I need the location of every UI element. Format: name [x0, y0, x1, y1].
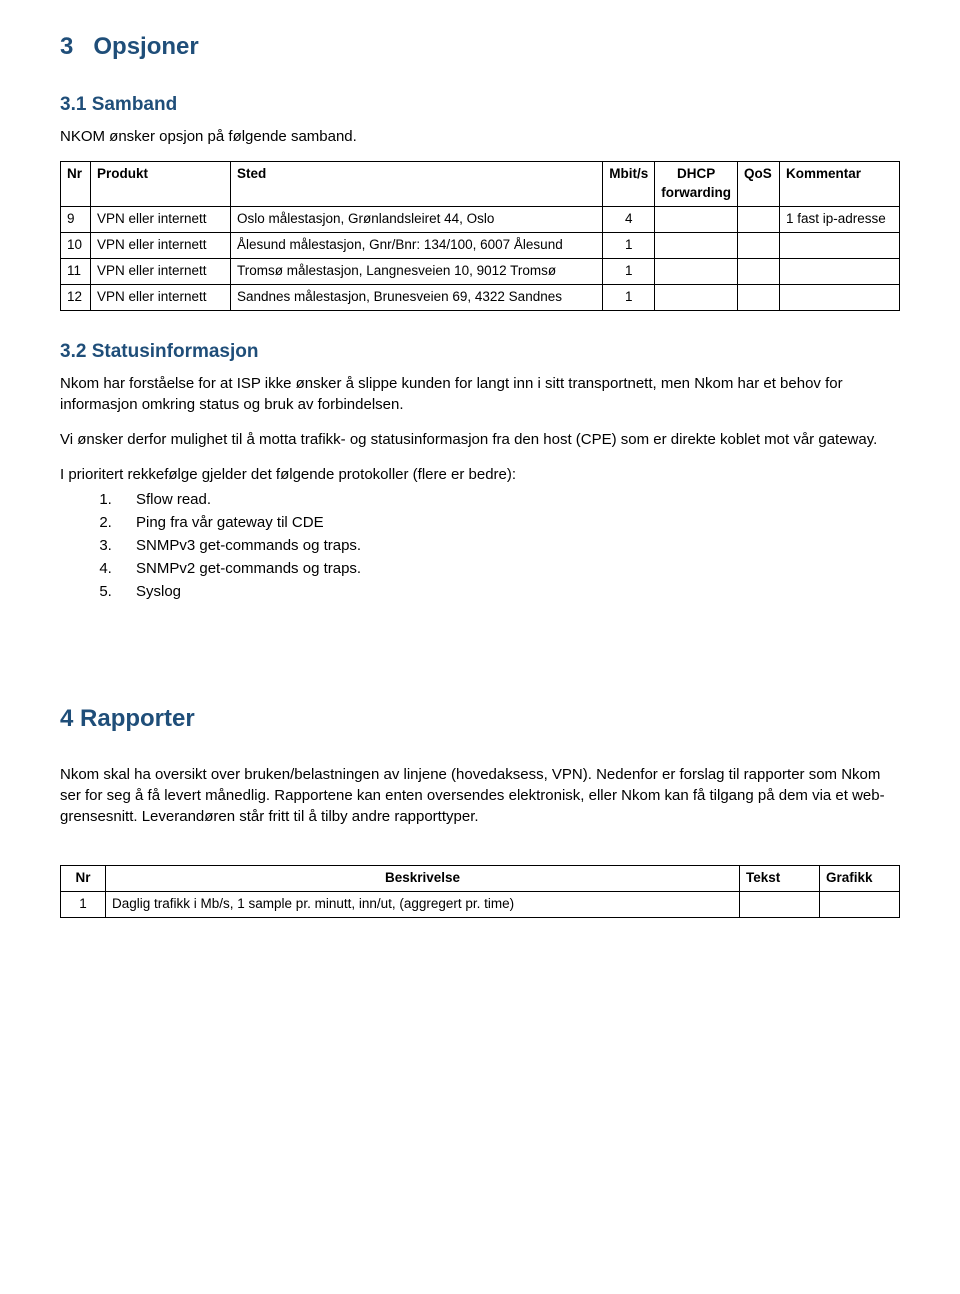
cell-sted: Sandnes målestasjon, Brunesveien 69, 432…	[231, 284, 603, 310]
table-row: 12VPN eller internettSandnes målestasjon…	[61, 284, 900, 310]
cell-qos	[738, 232, 780, 258]
subsection-3-2-p1: Nkom har forståelse for at ISP ikke ønsk…	[60, 373, 900, 415]
th-mbits: Mbit/s	[603, 162, 655, 207]
cell-qos	[738, 206, 780, 232]
section-4-p1: Nkom skal ha oversikt over bruken/belast…	[60, 764, 900, 827]
cell-nr: 9	[61, 206, 91, 232]
th-sted: Sted	[231, 162, 603, 207]
th-kommentar: Kommentar	[780, 162, 900, 207]
th-qos: QoS	[738, 162, 780, 207]
th-tekst: Tekst	[740, 865, 820, 891]
protocol-item: SNMPv2 get-commands og traps.	[116, 558, 900, 579]
section-3-heading: 3 Opsjoner	[60, 30, 900, 64]
section-3-title: Opsjoner	[93, 33, 198, 60]
cell-produkt: VPN eller internett	[91, 258, 231, 284]
th-dhcp: DHCP forwarding	[655, 162, 738, 207]
th-nr: Nr	[61, 162, 91, 207]
section-3-number: 3	[60, 33, 73, 60]
table-row: 9VPN eller internettOslo målestasjon, Gr…	[61, 206, 900, 232]
cell-kommentar	[780, 232, 900, 258]
cell-nr: 10	[61, 232, 91, 258]
cell-produkt: VPN eller internett	[91, 206, 231, 232]
cell-kommentar	[780, 284, 900, 310]
cell-mbits: 1	[603, 232, 655, 258]
samband-table: Nr Produkt Sted Mbit/s DHCP forwarding Q…	[60, 161, 900, 310]
cell-dhcp	[655, 206, 738, 232]
cell-kommentar: 1 fast ip-adresse	[780, 206, 900, 232]
cell-sted: Tromsø målestasjon, Langnesveien 10, 901…	[231, 258, 603, 284]
table-row: 10VPN eller internettÅlesund målestasjon…	[61, 232, 900, 258]
cell-grafikk	[820, 891, 900, 917]
cell-tekst	[740, 891, 820, 917]
cell-dhcp	[655, 232, 738, 258]
cell-sted: Oslo målestasjon, Grønlandsleiret 44, Os…	[231, 206, 603, 232]
cell-dhcp	[655, 258, 738, 284]
subsection-3-1-heading: 3.1 Samband	[60, 92, 900, 119]
protocol-item: Ping fra vår gateway til CDE	[116, 512, 900, 533]
cell-mbits: 4	[603, 206, 655, 232]
protocol-item: SNMPv3 get-commands og traps.	[116, 535, 900, 556]
table-row: 1Daglig trafikk i Mb/s, 1 sample pr. min…	[61, 891, 900, 917]
cell-produkt: VPN eller internett	[91, 232, 231, 258]
cell-nr: 12	[61, 284, 91, 310]
rapporter-table: Nr Beskrivelse Tekst Grafikk 1Daglig tra…	[60, 865, 900, 918]
cell-mbits: 1	[603, 258, 655, 284]
cell-qos	[738, 258, 780, 284]
section-4-heading: 4 Rapporter	[60, 702, 900, 736]
cell-qos	[738, 284, 780, 310]
th-grafikk: Grafikk	[820, 865, 900, 891]
table-header-row: Nr Produkt Sted Mbit/s DHCP forwarding Q…	[61, 162, 900, 207]
protocol-item: Sflow read.	[116, 489, 900, 510]
th-nr: Nr	[61, 865, 106, 891]
subsection-3-2-heading: 3.2 Statusinformasjon	[60, 339, 900, 366]
cell-nr: 11	[61, 258, 91, 284]
table-header-row: Nr Beskrivelse Tekst Grafikk	[61, 865, 900, 891]
subsection-3-2-p3: I prioritert rekkefølge gjelder det følg…	[60, 464, 900, 485]
subsection-3-2-p2: Vi ønsker derfor mulighet til å motta tr…	[60, 429, 900, 450]
th-beskrivelse: Beskrivelse	[106, 865, 740, 891]
table-row: 11VPN eller internettTromsø målestasjon,…	[61, 258, 900, 284]
cell-kommentar	[780, 258, 900, 284]
th-produkt: Produkt	[91, 162, 231, 207]
cell-sted: Ålesund målestasjon, Gnr/Bnr: 134/100, 6…	[231, 232, 603, 258]
cell-produkt: VPN eller internett	[91, 284, 231, 310]
protocol-item: Syslog	[116, 581, 900, 602]
cell-nr: 1	[61, 891, 106, 917]
cell-besk: Daglig trafikk i Mb/s, 1 sample pr. minu…	[106, 891, 740, 917]
subsection-3-1-intro: NKOM ønsker opsjon på følgende samband.	[60, 126, 900, 147]
cell-mbits: 1	[603, 284, 655, 310]
protocol-list: Sflow read.Ping fra vår gateway til CDES…	[116, 489, 900, 602]
cell-dhcp	[655, 284, 738, 310]
